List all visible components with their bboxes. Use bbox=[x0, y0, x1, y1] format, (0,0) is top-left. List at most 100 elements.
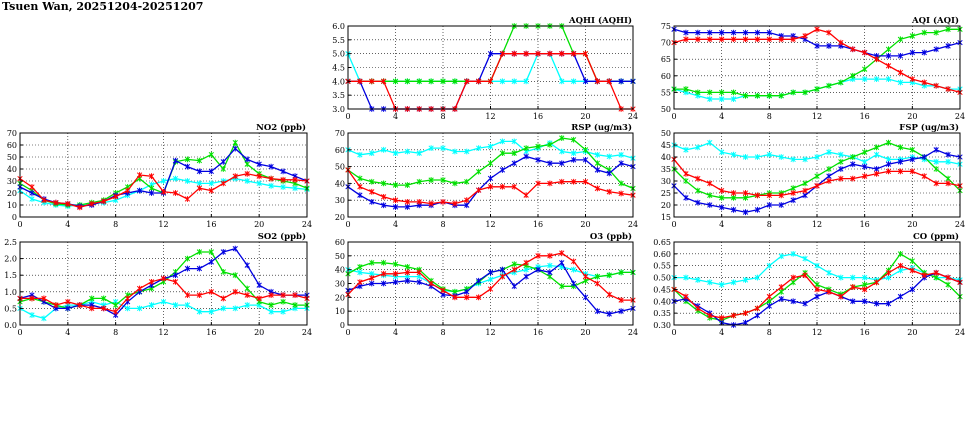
data-point bbox=[606, 291, 612, 298]
data-point bbox=[683, 36, 689, 43]
data-point bbox=[559, 135, 565, 141]
data-point bbox=[148, 302, 155, 308]
data-point bbox=[392, 204, 399, 210]
data-point bbox=[160, 275, 167, 282]
data-point bbox=[933, 269, 939, 276]
data-point bbox=[220, 158, 226, 165]
x-tick-label: 20 bbox=[254, 220, 264, 229]
data-point bbox=[909, 267, 915, 274]
data-point bbox=[416, 150, 422, 157]
data-point bbox=[357, 279, 363, 286]
data-point bbox=[862, 49, 868, 56]
data-point bbox=[618, 297, 624, 303]
data-point bbox=[29, 295, 35, 302]
data-point bbox=[172, 272, 179, 279]
chart-o3: 0 4 8 12 16 20 24 0 10 20 30 40 50 60 O3 (ppb) bbox=[335, 231, 638, 337]
data-point bbox=[172, 157, 179, 164]
data-point bbox=[594, 78, 601, 85]
data-point bbox=[53, 199, 59, 206]
data-point bbox=[695, 36, 701, 43]
data-point bbox=[945, 158, 951, 165]
data-point bbox=[754, 274, 761, 281]
data-point bbox=[464, 178, 470, 185]
data-point bbox=[475, 277, 482, 284]
y-tick-label: 0 bbox=[340, 321, 345, 330]
data-point bbox=[392, 182, 399, 188]
y-tick-label: 50 bbox=[335, 163, 345, 172]
data-point bbox=[826, 82, 832, 89]
data-point bbox=[826, 166, 832, 172]
data-point bbox=[850, 161, 856, 168]
data-point bbox=[404, 277, 411, 284]
data-point bbox=[184, 196, 191, 202]
data-point bbox=[136, 172, 143, 178]
data-point bbox=[475, 78, 482, 85]
chart-title: CO (ppm) bbox=[913, 231, 959, 242]
data-point bbox=[196, 185, 203, 192]
data-point bbox=[196, 168, 203, 175]
x-tick-label: 24 bbox=[955, 220, 965, 229]
data-point bbox=[487, 183, 494, 190]
data-point bbox=[535, 252, 541, 259]
data-point bbox=[945, 26, 951, 33]
data-point bbox=[570, 136, 577, 143]
x-tick-label: 8 bbox=[767, 220, 772, 229]
data-point bbox=[452, 180, 458, 187]
y-tick-label: 0.65 bbox=[653, 238, 671, 247]
y-tick-label: 50 bbox=[661, 129, 671, 138]
x-tick-label: 24 bbox=[955, 328, 965, 337]
data-point bbox=[570, 50, 577, 57]
data-point bbox=[826, 29, 832, 36]
data-point bbox=[778, 154, 784, 160]
data-point bbox=[707, 312, 713, 319]
data-point bbox=[475, 145, 482, 152]
data-point bbox=[754, 29, 761, 36]
data-point bbox=[933, 146, 939, 153]
data-point bbox=[89, 295, 95, 302]
data-point bbox=[148, 190, 155, 196]
data-point bbox=[184, 302, 191, 308]
data-point bbox=[499, 138, 506, 145]
x-tick-label: 4 bbox=[719, 112, 724, 121]
y-tick-label: 0.60 bbox=[653, 250, 671, 259]
data-point bbox=[707, 139, 713, 146]
data-point bbox=[404, 264, 411, 270]
y-tick-label: 30 bbox=[661, 177, 671, 186]
data-point bbox=[416, 178, 422, 185]
data-point bbox=[535, 266, 541, 273]
data-point bbox=[220, 305, 226, 312]
data-point bbox=[850, 175, 856, 182]
data-point bbox=[124, 187, 131, 194]
data-point bbox=[778, 296, 784, 302]
y-tick-label: 15 bbox=[661, 213, 671, 222]
data-point bbox=[814, 262, 820, 269]
data-point bbox=[523, 50, 529, 57]
data-point bbox=[606, 170, 612, 177]
data-point bbox=[464, 148, 470, 155]
data-point bbox=[292, 292, 298, 299]
data-point bbox=[208, 180, 214, 187]
y-tick-label: 60 bbox=[335, 146, 345, 155]
data-point bbox=[921, 272, 927, 279]
y-tick-label: 0.55 bbox=[653, 262, 671, 271]
x-tick-label: 16 bbox=[206, 220, 216, 229]
chart-aqi: 0 4 8 12 16 20 24 50 55 60 65 70 75 AQI (AQI) bbox=[661, 15, 965, 121]
data-point bbox=[280, 292, 286, 299]
data-point bbox=[380, 270, 387, 277]
data-point bbox=[790, 274, 796, 281]
data-point bbox=[933, 29, 939, 36]
data-point bbox=[582, 146, 589, 153]
y-tick-label: 0.45 bbox=[653, 285, 671, 294]
x-tick-label: 4 bbox=[393, 328, 398, 337]
data-point bbox=[683, 293, 689, 300]
data-point bbox=[683, 86, 689, 92]
data-point bbox=[41, 315, 47, 322]
data-point bbox=[814, 293, 820, 300]
data-point bbox=[850, 154, 856, 160]
data-point bbox=[184, 255, 191, 262]
data-point bbox=[838, 151, 844, 158]
x-tick-label: 0 bbox=[345, 328, 350, 337]
data-point bbox=[594, 185, 601, 192]
chart-title: AQI (AQI) bbox=[911, 15, 959, 26]
data-point bbox=[933, 158, 939, 165]
